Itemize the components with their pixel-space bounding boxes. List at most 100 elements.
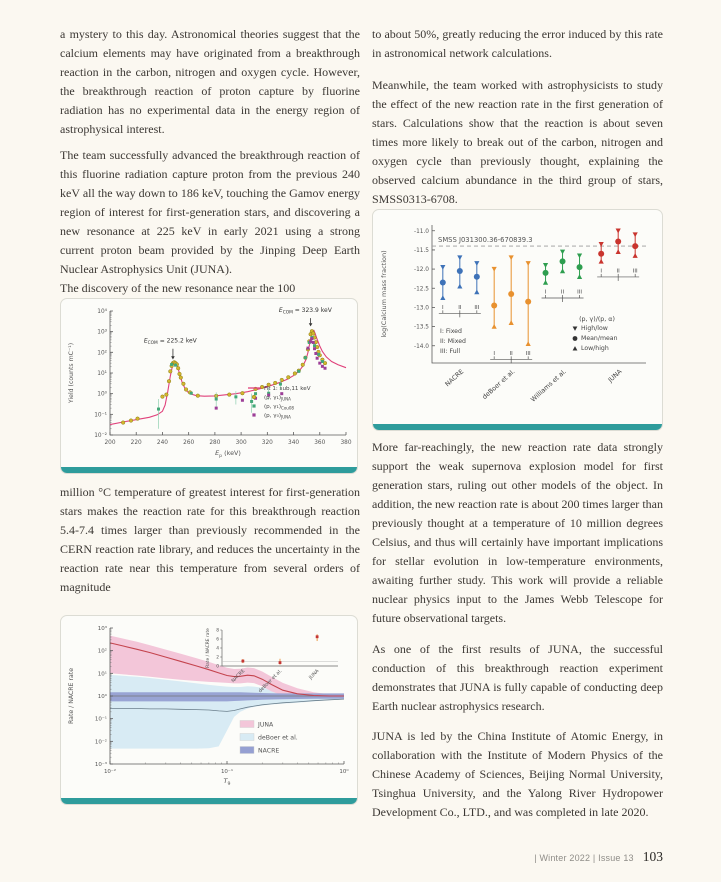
svg-text:(p, γ)/(p, α): (p, γ)/(p, α): [579, 316, 615, 323]
svg-text:Ep (keV): Ep (keV): [215, 449, 241, 459]
page-footer: | Winter 2022 | Issue 13 103: [534, 849, 663, 865]
svg-text:I: I: [493, 351, 495, 357]
yield-vs-energy-chart: 10⁻² 10⁻¹ 10⁰ 10¹ 10² 10³ 10⁴ 200 220 240 260 280 30…: [68, 307, 352, 459]
svg-text:I: I: [600, 268, 602, 274]
svg-text:JUNA: JUNA: [257, 722, 274, 729]
svg-text:I: Fixed: I: Fixed: [440, 328, 462, 335]
svg-text:220: 220: [131, 440, 142, 446]
svg-text:(p, γ₁)Cou08: (p, γ₁)Cou08: [264, 404, 294, 411]
svg-text:-11.5: -11.5: [414, 248, 429, 254]
svg-text:High/low: High/low: [581, 325, 608, 332]
svg-text:6: 6: [216, 637, 219, 643]
svg-text:200: 200: [104, 440, 115, 446]
svg-text:III: III: [577, 290, 582, 296]
svg-text:340: 340: [288, 440, 299, 446]
svg-text:Low/high: Low/high: [581, 345, 609, 352]
svg-text:SMSS J031300.36-670839.3: SMSS J031300.36-670839.3: [438, 236, 533, 244]
svg-text:III: III: [633, 268, 638, 274]
svg-text:10⁻¹: 10⁻¹: [94, 411, 107, 418]
svg-text:10¹: 10¹: [97, 370, 107, 377]
svg-text:ECOM = 225.2 keV: ECOM = 225.2 keV: [144, 337, 198, 346]
svg-text:-13.5: -13.5: [414, 325, 429, 331]
svg-text:10⁻³: 10⁻³: [95, 761, 107, 768]
calcium-mass-fraction-chart: -11.0 -11.5 -12.0 -12.5 -13.0 -13.5 -14.0 log(C…: [380, 225, 646, 404]
svg-text:III: III: [526, 351, 531, 357]
right-paragraph-5: JUNA is led by the China Institute of At…: [372, 729, 663, 819]
svg-text:10⁰: 10⁰: [98, 693, 108, 700]
svg-text:10²: 10²: [98, 648, 107, 655]
svg-text:-13.0: -13.0: [414, 305, 429, 311]
svg-text:320: 320: [262, 440, 273, 446]
svg-text:deBoer et al.: deBoer et al.: [258, 735, 298, 742]
svg-text:II: II: [458, 305, 462, 311]
right-column: to about 50%, greatly reducing the error…: [372, 25, 663, 822]
svg-text:300: 300: [236, 440, 247, 446]
svg-text:Fit 1: sub,11 keV: Fit 1: sub,11 keV: [264, 386, 311, 392]
svg-text:10⁻²: 10⁻²: [104, 768, 116, 775]
svg-text:II: II: [510, 351, 514, 357]
svg-text:10³: 10³: [97, 329, 107, 336]
svg-text:-12.0: -12.0: [414, 267, 429, 273]
svg-text:10⁻¹: 10⁻¹: [95, 716, 107, 723]
svg-text:II: II: [617, 268, 621, 274]
figure-calcium-abundance: -11.0 -11.5 -12.0 -12.5 -13.0 -13.5 -14.0 log(C…: [372, 209, 663, 431]
svg-text:JUNA: JUNA: [606, 367, 624, 385]
svg-text:log(Calcium mass fraction): log(Calcium mass fraction): [380, 250, 388, 337]
svg-text:360: 360: [314, 440, 325, 446]
left-paragraph-2: The team successfully advanced the break…: [60, 148, 360, 276]
svg-text:10⁰: 10⁰: [97, 391, 107, 398]
svg-text:III: Full: III: Full: [440, 348, 460, 355]
left-column: a mystery to this day. Astronomical theo…: [60, 25, 360, 805]
svg-text:Rate / NACRE rate: Rate / NACRE rate: [205, 628, 211, 668]
svg-text:-14.0: -14.0: [414, 344, 429, 350]
svg-text:Williams et al.: Williams et al.: [529, 368, 568, 404]
figure-accent-bar: [61, 467, 357, 473]
svg-text:0: 0: [216, 664, 219, 670]
svg-text:(p, γ₀)JUNA: (p, γ₀)JUNA: [264, 413, 291, 420]
svg-text:10⁻²: 10⁻²: [95, 738, 107, 745]
svg-text:I: I: [545, 290, 547, 296]
svg-text:Yield (counts mC⁻¹): Yield (counts mC⁻¹): [68, 343, 75, 404]
svg-text:deBoer et al.: deBoer et al.: [481, 368, 517, 401]
figure-accent-bar: [373, 424, 662, 430]
svg-text:4: 4: [216, 646, 219, 652]
issue-info: | Winter 2022 | Issue 13: [534, 853, 634, 863]
svg-text:260: 260: [183, 440, 194, 446]
right-paragraph-1: to about 50%, greatly reducing the error…: [372, 27, 663, 60]
right-paragraph-3: More far-reachingly, the new reaction ra…: [372, 440, 663, 625]
svg-text:8: 8: [216, 628, 219, 634]
figure-yield-curve: 10⁻² 10⁻¹ 10⁰ 10¹ 10² 10³ 10⁴ 200 220 240 260 280 30…: [60, 298, 358, 474]
svg-text:10³: 10³: [98, 625, 107, 632]
left-paragraph-4: million °C temperature of greatest inter…: [60, 485, 360, 594]
svg-text:-12.5: -12.5: [414, 286, 429, 292]
svg-text:(p, γ₁)JUNA: (p, γ₁)JUNA: [264, 395, 291, 402]
svg-text:-11.0: -11.0: [414, 229, 429, 235]
svg-text:II: II: [561, 290, 565, 296]
svg-text:NACRE: NACRE: [258, 748, 279, 755]
svg-text:10⁻¹: 10⁻¹: [221, 768, 233, 775]
svg-text:III: III: [474, 305, 479, 311]
svg-text:T9: T9: [224, 777, 231, 787]
svg-text:380: 380: [340, 440, 351, 446]
svg-text:2: 2: [216, 655, 219, 661]
svg-text:NACRE: NACRE: [443, 368, 465, 389]
svg-text:10⁻²: 10⁻²: [94, 432, 107, 439]
svg-text:Mean/mean: Mean/mean: [581, 335, 618, 342]
svg-text:240: 240: [157, 440, 168, 446]
figure-accent-bar: [61, 798, 357, 804]
svg-text:Rate / NACRE rate: Rate / NACRE rate: [68, 668, 75, 724]
svg-text:10⁴: 10⁴: [97, 308, 107, 315]
svg-text:II: Mixed: II: Mixed: [440, 338, 466, 345]
svg-text:JUNA: JUNA: [307, 668, 321, 682]
left-paragraph-1: a mystery to this day. Astronomical theo…: [60, 27, 360, 136]
svg-text:10¹: 10¹: [98, 670, 107, 677]
svg-text:10⁰: 10⁰: [339, 768, 349, 775]
svg-text:I: I: [442, 305, 444, 311]
left-paragraph-3: The discovery of the new resonance near …: [60, 281, 296, 295]
right-paragraph-2: Meanwhile, the team worked with astrophy…: [372, 78, 663, 206]
right-paragraph-4: As one of the first results of JUNA, the…: [372, 642, 663, 713]
svg-text:ECOM = 323.9 keV: ECOM = 323.9 keV: [279, 307, 333, 316]
svg-text:10²: 10²: [97, 349, 107, 356]
